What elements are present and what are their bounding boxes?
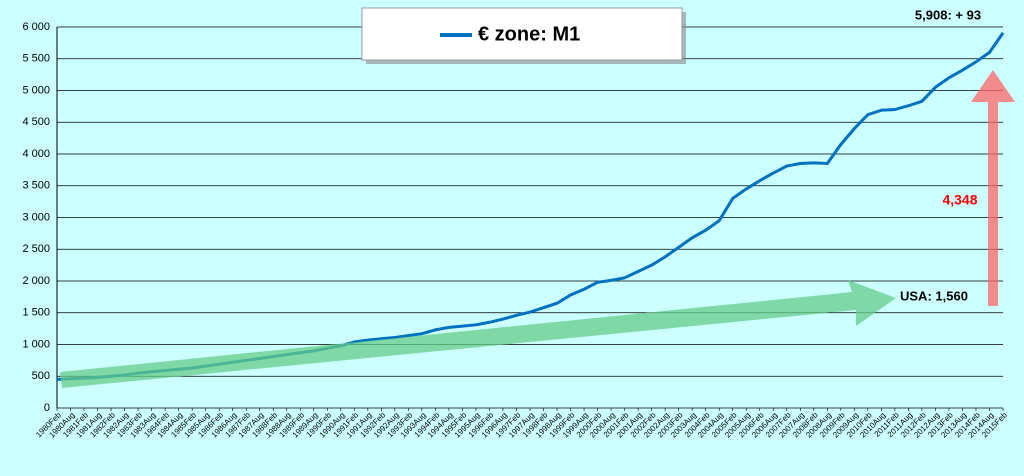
y-tick-label: 500 — [32, 370, 50, 382]
annotation: 4,348 — [942, 192, 977, 208]
y-tick-label: 5 500 — [22, 53, 50, 65]
legend: € zone: M1 — [361, 7, 686, 64]
usa-arrow — [60, 280, 896, 388]
y-tick-label: 6 000 — [22, 21, 50, 33]
y-tick-label: 4 000 — [22, 148, 50, 160]
y-tick-label: 0 — [44, 402, 50, 414]
y-tick-label: 3 000 — [22, 211, 50, 223]
annotation: USA: 1,560 — [900, 288, 968, 303]
y-tick-label: 5 000 — [22, 84, 50, 96]
y-tick-label: 2 000 — [22, 275, 50, 287]
y-tick-label: 3 500 — [22, 180, 50, 192]
y-tick-label: 1 000 — [22, 338, 50, 350]
annotation: 5,908: + 93 — [915, 7, 981, 22]
y-tick-label: 4 500 — [22, 116, 50, 128]
y-tick-label: 2 500 — [22, 243, 50, 255]
growth-arrow — [971, 70, 1015, 306]
y-tick-label: 1 500 — [22, 307, 50, 319]
legend-label: € zone: M1 — [478, 23, 580, 45]
